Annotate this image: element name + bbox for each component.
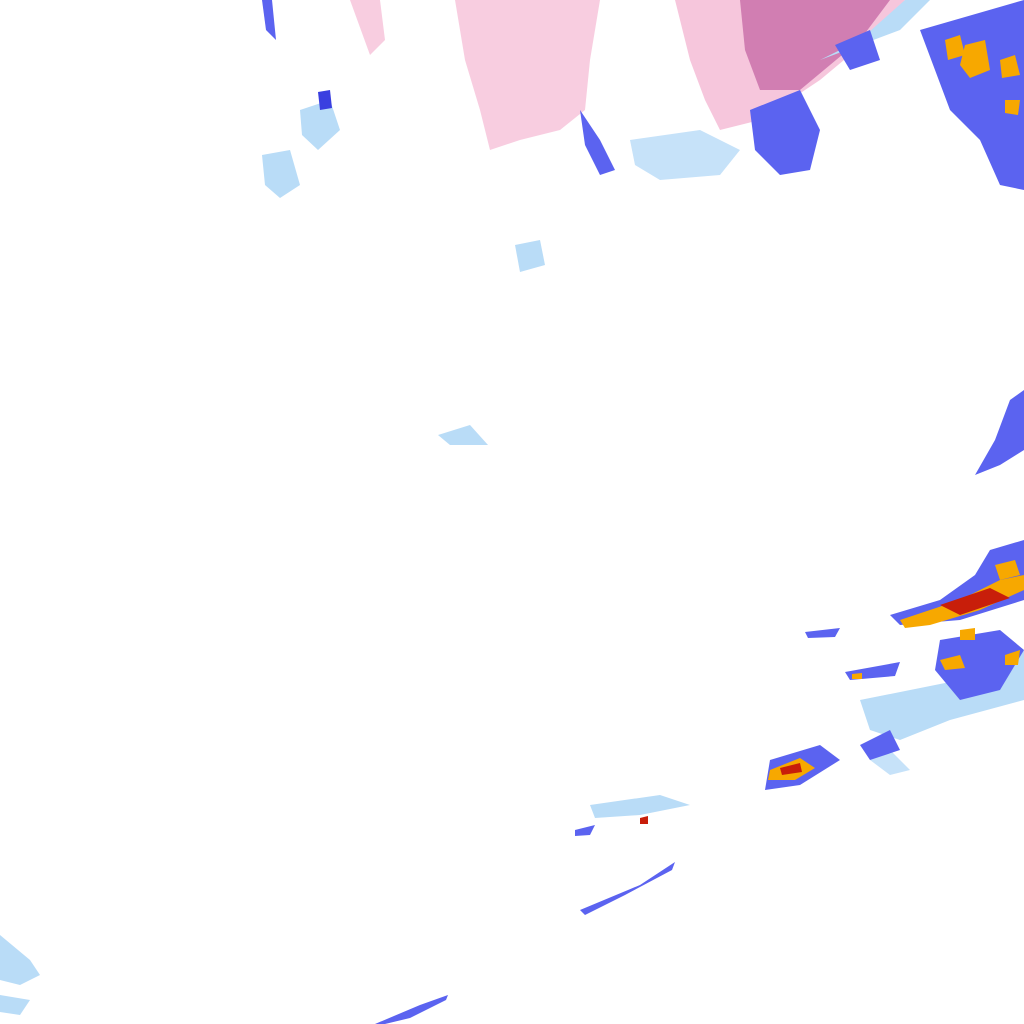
heavy-rain-areas	[640, 35, 1024, 824]
moderate-rain-areas	[262, 0, 1024, 1024]
snow-area-north	[350, 0, 905, 150]
